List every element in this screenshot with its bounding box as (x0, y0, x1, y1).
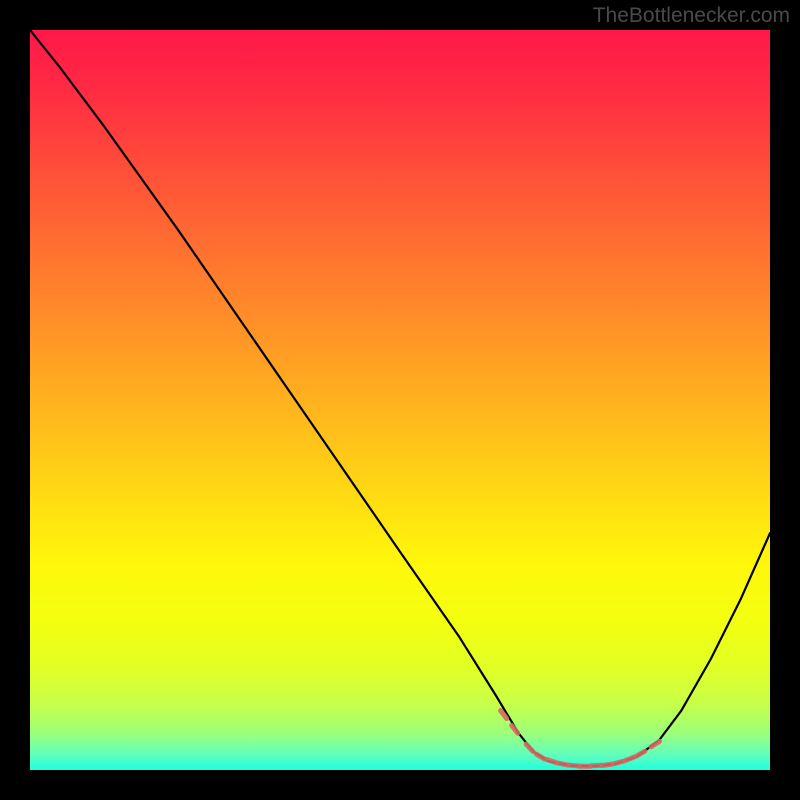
chart-container (30, 30, 770, 770)
gradient-background (30, 30, 770, 770)
watermark-text: TheBottlenecker.com (593, 4, 790, 28)
marker-dash (591, 765, 601, 766)
marker-dash (613, 761, 623, 764)
marker-dash (625, 757, 634, 761)
marker-dash (569, 765, 579, 766)
marker-dash (547, 760, 556, 763)
marker-dash (558, 763, 568, 765)
bottleneck-curve-chart (30, 30, 770, 770)
marker-dash (602, 764, 612, 765)
